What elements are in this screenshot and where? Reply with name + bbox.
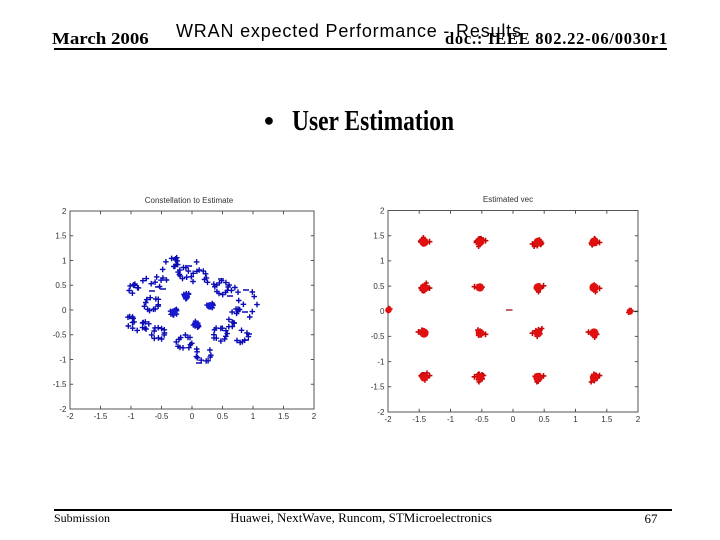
svg-text:2: 2 xyxy=(636,415,641,424)
svg-text:0: 0 xyxy=(190,412,195,421)
svg-text:-2: -2 xyxy=(66,412,74,421)
svg-text:-1: -1 xyxy=(127,412,135,421)
svg-text:Constellation to Estimate: Constellation to Estimate xyxy=(145,196,234,205)
svg-text:0.5: 0.5 xyxy=(55,281,67,290)
svg-text:0: 0 xyxy=(62,306,67,315)
svg-text:-1.5: -1.5 xyxy=(53,380,67,389)
svg-text:0.5: 0.5 xyxy=(217,412,229,421)
svg-text:0.5: 0.5 xyxy=(373,282,385,291)
svg-text:Estimated vec: Estimated vec xyxy=(483,195,533,204)
svg-text:-1.5: -1.5 xyxy=(371,383,385,392)
svg-text:-0.5: -0.5 xyxy=(475,415,489,424)
svg-text:-2: -2 xyxy=(377,408,385,417)
svg-text:-1.5: -1.5 xyxy=(94,412,108,421)
svg-text:1: 1 xyxy=(251,412,256,421)
svg-text:1.5: 1.5 xyxy=(601,415,613,424)
svg-text:1: 1 xyxy=(62,256,67,265)
svg-text:-2: -2 xyxy=(59,405,67,414)
svg-text:-0.5: -0.5 xyxy=(155,412,169,421)
svg-text:1: 1 xyxy=(573,415,578,424)
svg-text:1.5: 1.5 xyxy=(373,232,385,241)
svg-text:-0.5: -0.5 xyxy=(371,332,385,341)
svg-text:-1: -1 xyxy=(59,355,67,364)
svg-text:2: 2 xyxy=(312,412,317,421)
svg-text:-1.5: -1.5 xyxy=(412,415,426,424)
svg-text:0: 0 xyxy=(380,307,385,316)
svg-text:2: 2 xyxy=(380,206,385,215)
svg-text:-1: -1 xyxy=(377,357,385,366)
svg-text:1: 1 xyxy=(380,257,385,266)
svg-text:-0.5: -0.5 xyxy=(53,331,67,340)
svg-text:1.5: 1.5 xyxy=(55,232,67,241)
svg-text:1.5: 1.5 xyxy=(278,412,290,421)
svg-text:2: 2 xyxy=(62,207,67,216)
svg-text:0: 0 xyxy=(511,415,516,424)
svg-text:0.5: 0.5 xyxy=(539,415,551,424)
svg-text:-2: -2 xyxy=(384,415,392,424)
svg-text:-1: -1 xyxy=(447,415,455,424)
